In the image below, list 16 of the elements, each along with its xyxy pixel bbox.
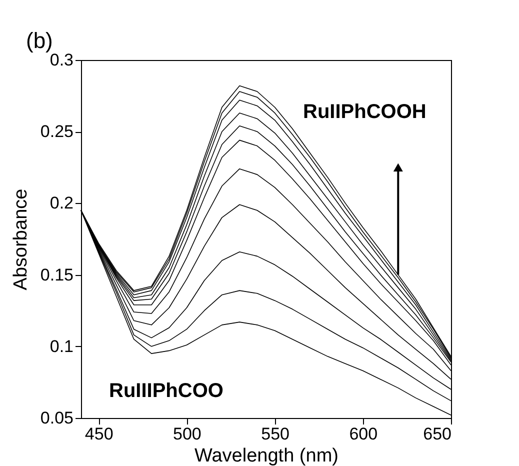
x-tick-label: 600	[349, 424, 378, 444]
y-axis-title: Absorbance	[10, 188, 32, 290]
annotation: RuIIPhCOOH	[303, 101, 426, 123]
y-tick-label: 0.25	[40, 122, 74, 142]
y-tick-label: 0.15	[40, 265, 74, 284]
text: (b)	[26, 28, 53, 53]
y-tick-label: 0.1	[50, 336, 74, 356]
x-tick-label: 550	[261, 424, 290, 444]
x-tick-label: 650	[423, 424, 452, 444]
y-tick-label: 0.3	[50, 50, 74, 70]
x-tick-label: 500	[173, 424, 202, 444]
y-tick-label: 0.05	[40, 408, 74, 428]
x-tick-label: 450	[84, 424, 114, 444]
annotation: RuIIIPhCOO	[109, 380, 224, 402]
y-tick-label: 0.2	[50, 194, 74, 213]
x-axis-title: Wavelength (nm)	[194, 446, 338, 466]
